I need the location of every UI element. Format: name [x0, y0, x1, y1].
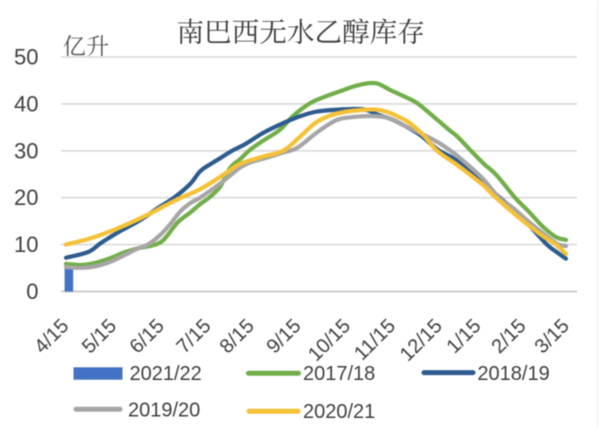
svg-text:20: 20	[14, 185, 38, 210]
svg-text:40: 40	[14, 91, 38, 116]
svg-text:2021/22: 2021/22	[130, 363, 202, 385]
svg-text:10: 10	[14, 232, 38, 257]
svg-text:2019/20: 2019/20	[128, 400, 200, 422]
svg-text:50: 50	[14, 45, 38, 70]
svg-text:2018/19: 2018/19	[477, 363, 549, 385]
svg-text:30: 30	[14, 138, 38, 163]
svg-text:2020/21: 2020/21	[303, 401, 375, 423]
svg-text:0: 0	[26, 279, 38, 304]
svg-text:2017/18: 2017/18	[303, 363, 375, 385]
